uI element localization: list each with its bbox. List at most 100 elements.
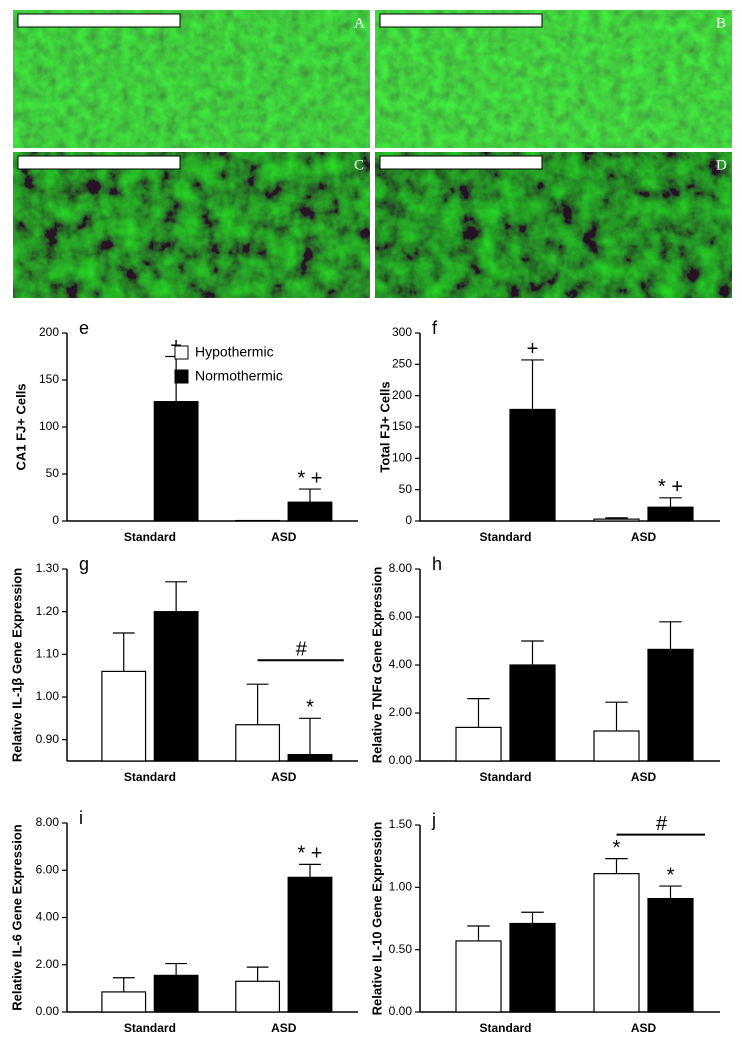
legend-swatch	[174, 345, 189, 360]
panel-letter: j	[431, 810, 436, 830]
panel-letter: e	[79, 318, 89, 338]
significance-mark: * +	[297, 467, 322, 489]
y-tick-label: 50	[399, 482, 413, 496]
scale-bar	[17, 155, 181, 170]
significance-mark: *	[306, 697, 314, 719]
bar	[153, 611, 199, 762]
y-tick-label: 0.90	[36, 732, 60, 746]
bar	[287, 753, 333, 762]
bar	[153, 974, 199, 1013]
y-tick-label: 1.00	[36, 689, 60, 703]
bar	[287, 501, 333, 522]
y-tick-label: 0	[405, 513, 412, 527]
y-tick-label: 4.00	[389, 657, 413, 671]
micrograph-texture	[13, 152, 370, 298]
x-tick-label: Standard	[479, 770, 531, 784]
y-tick-label: 1.20	[36, 604, 60, 618]
y-axis-label: Relative TNFα Gene Expression	[369, 567, 384, 764]
panel-letter: f	[432, 318, 438, 338]
x-tick-label: Standard	[124, 1021, 176, 1035]
y-tick-label: 0.50	[389, 942, 413, 956]
y-tick-label: 0	[52, 513, 59, 527]
y-tick-label: 1.50	[389, 817, 413, 831]
y-tick-label: 150	[392, 419, 412, 433]
x-tick-label: Standard	[479, 1021, 531, 1035]
bar	[509, 408, 556, 522]
x-tick-label: ASD	[631, 530, 657, 544]
bar	[647, 506, 694, 522]
image-label: C	[354, 157, 364, 173]
y-tick-label: 2.00	[36, 957, 60, 971]
y-axis-label: Relative IL-1β Gene Expression	[9, 568, 24, 762]
y-tick-label: 8.00	[389, 561, 413, 575]
bar	[647, 897, 694, 1013]
x-tick-label: ASD	[631, 770, 657, 784]
bar	[593, 873, 640, 1013]
y-tick-label: 6.00	[389, 609, 413, 623]
y-tick-label: 2.00	[389, 705, 413, 719]
bar	[101, 991, 147, 1013]
bar	[101, 670, 147, 762]
y-tick-label: 100	[39, 419, 59, 433]
y-tick-label: 6.00	[36, 862, 60, 876]
y-axis-label: Relative IL-10 Gene Expression	[369, 822, 384, 1016]
x-tick-label: ASD	[271, 530, 297, 544]
significance-mark: * +	[297, 843, 322, 865]
bar	[593, 730, 640, 762]
scale-bar	[379, 155, 543, 170]
bar	[455, 940, 502, 1013]
x-tick-label: Standard	[479, 530, 531, 544]
image-label: A	[354, 15, 365, 31]
x-tick-label: Standard	[124, 770, 176, 784]
scale-bar	[17, 13, 181, 28]
significance-mark: *	[667, 864, 675, 886]
y-tick-label: 50	[46, 466, 60, 480]
significance-mark: * +	[658, 476, 683, 498]
y-tick-label: 250	[392, 357, 412, 371]
bracket-label: #	[656, 813, 668, 835]
x-tick-label: ASD	[271, 770, 297, 784]
bar	[235, 724, 281, 762]
x-tick-label: ASD	[631, 1021, 657, 1035]
y-axis-label: CA1 FJ+ Cells	[13, 383, 28, 470]
y-tick-label: 1.30	[36, 561, 60, 575]
legend-label: Hypothermic	[195, 344, 274, 360]
scale-bar	[379, 13, 543, 28]
y-tick-label: 0.00	[36, 1004, 60, 1018]
y-tick-label: 0.00	[389, 1004, 413, 1018]
bar	[647, 648, 694, 762]
y-tick-label: 200	[392, 388, 412, 402]
bar	[153, 401, 199, 522]
y-tick-label: 1.10	[36, 647, 60, 661]
y-tick-label: 200	[39, 325, 59, 339]
bracket-label: #	[296, 638, 308, 660]
panel-letter: g	[79, 554, 89, 574]
legend-swatch	[174, 369, 189, 384]
bar	[235, 980, 281, 1013]
y-tick-label: 1.00	[389, 880, 413, 894]
bar	[509, 922, 556, 1013]
y-tick-label: 300	[392, 325, 412, 339]
x-tick-label: Standard	[124, 530, 176, 544]
y-tick-label: 0.00	[389, 753, 413, 767]
image-label: D	[716, 157, 727, 173]
micrograph-texture	[375, 152, 732, 298]
x-tick-label: ASD	[271, 1021, 297, 1035]
bar	[509, 664, 556, 762]
y-tick-label: 150	[39, 372, 59, 386]
bar	[455, 726, 502, 762]
y-axis-label: Relative IL-6 Gene Expression	[9, 824, 24, 1010]
y-tick-label: 100	[392, 451, 412, 465]
significance-mark: *	[613, 837, 621, 859]
bar	[593, 518, 640, 522]
image-label: B	[716, 15, 726, 31]
legend-label: Normothermic	[195, 368, 283, 384]
bar	[287, 876, 333, 1013]
y-tick-label: 4.00	[36, 910, 60, 924]
significance-mark: +	[527, 338, 539, 360]
micrograph-texture	[13, 10, 370, 148]
panel-letter: h	[432, 554, 442, 574]
panel-letter: i	[79, 808, 83, 828]
y-tick-label: 8.00	[36, 815, 60, 829]
